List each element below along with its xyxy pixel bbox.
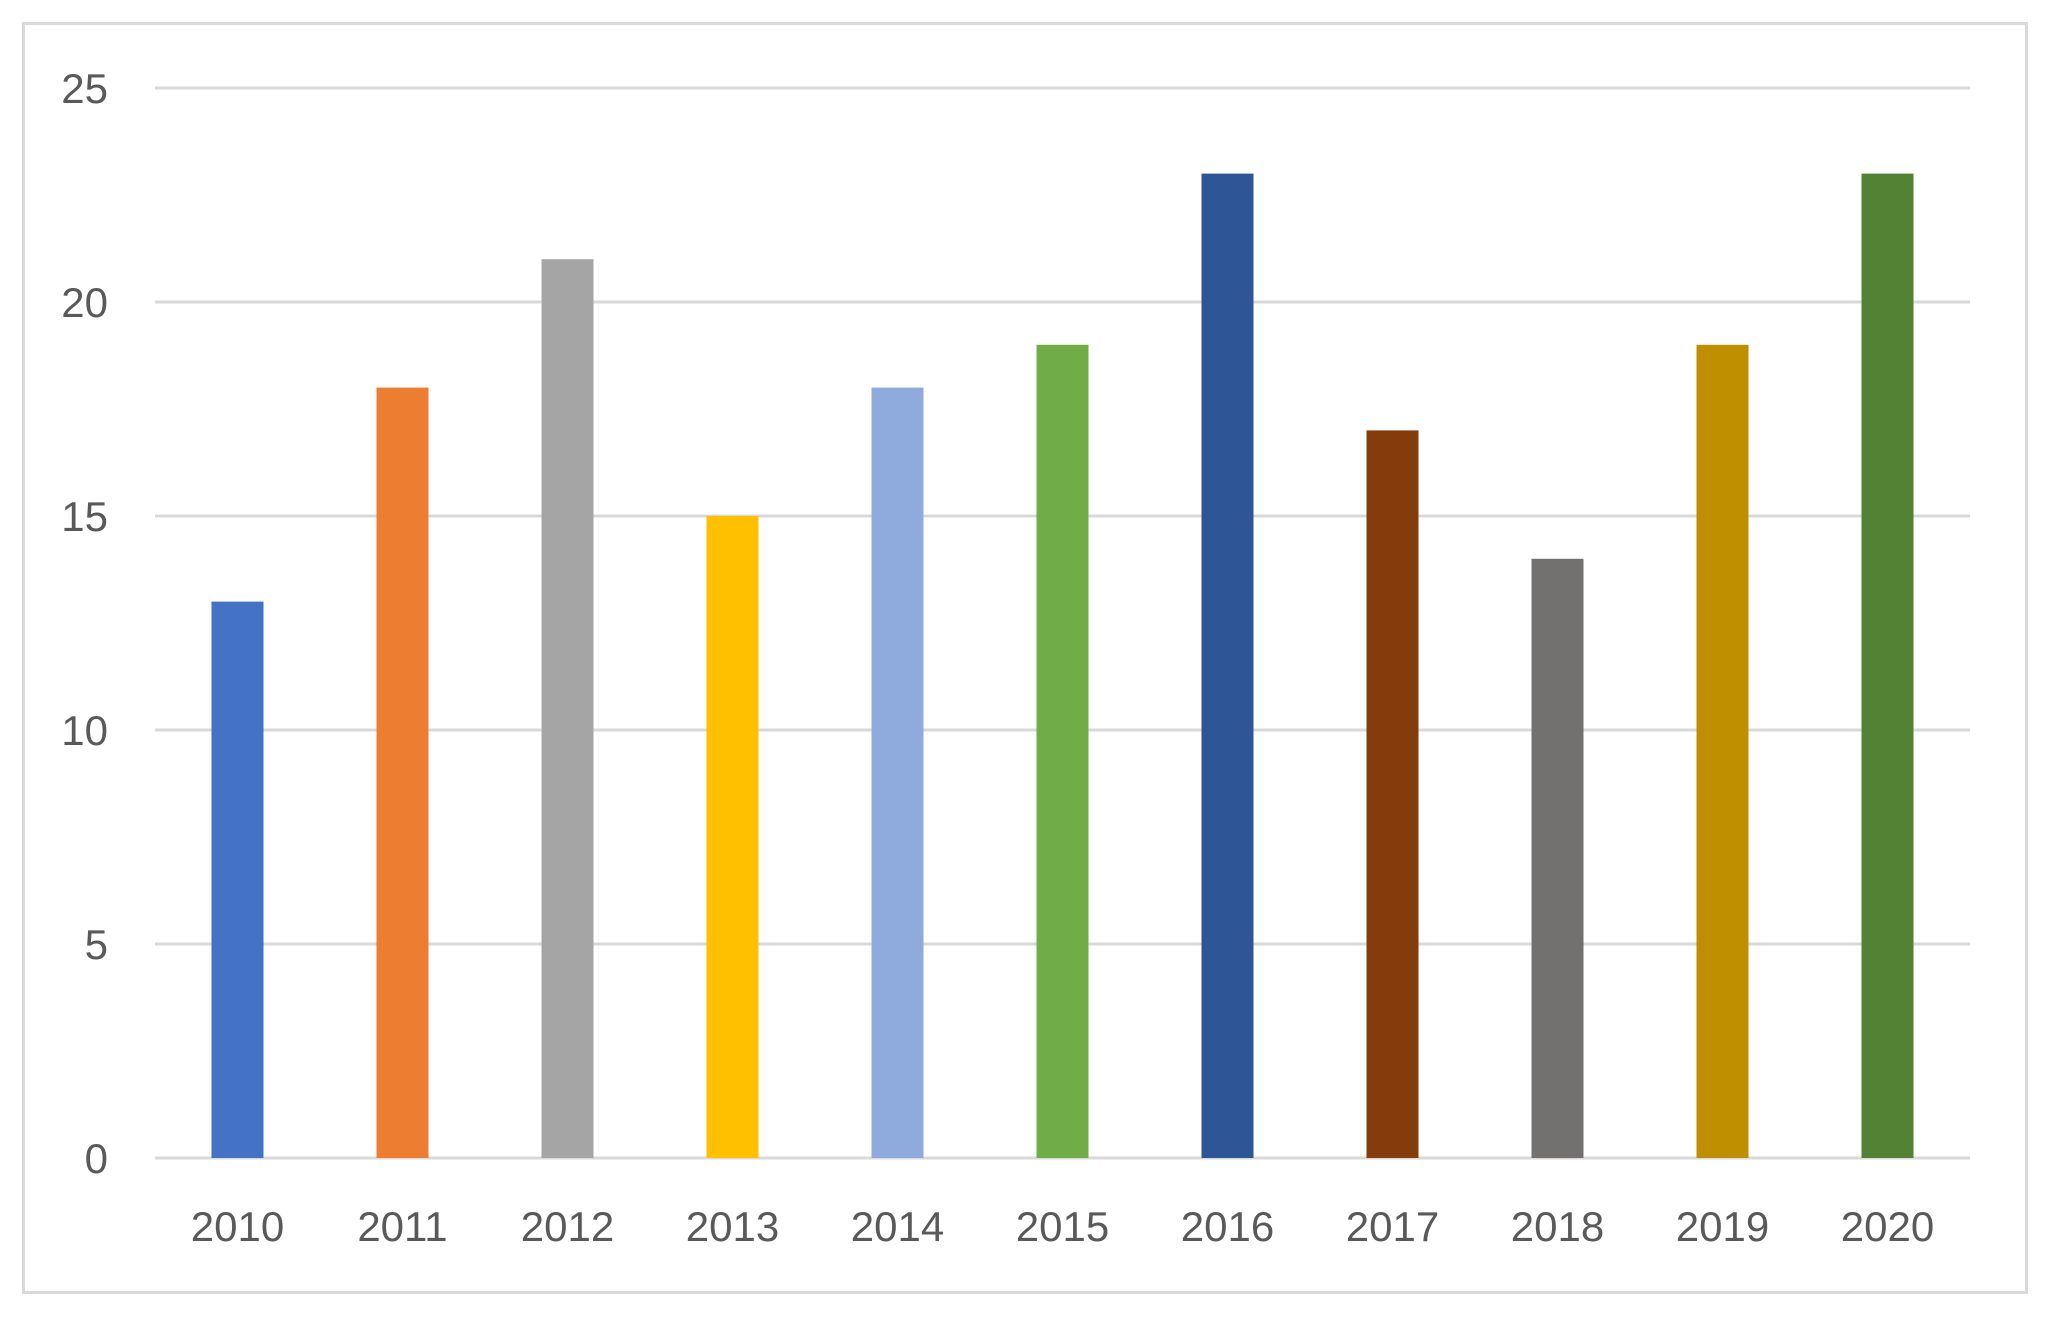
bar-2020 — [1861, 173, 1914, 1159]
y-tick-label-10: 10 — [61, 707, 108, 754]
y-tick-label-0: 0 — [85, 1135, 108, 1182]
y-tick-label-15: 15 — [61, 493, 108, 540]
bar-2011 — [376, 387, 429, 1159]
x-tick-label-2015: 2015 — [1016, 1203, 1109, 1250]
x-tick-label-2010: 2010 — [191, 1203, 284, 1250]
y-tick-label-25: 25 — [61, 65, 108, 112]
bar-2015 — [1036, 344, 1089, 1158]
bar-2016 — [1201, 173, 1254, 1159]
bar-2010 — [211, 601, 264, 1158]
bar-2018 — [1531, 558, 1584, 1158]
chart-frame — [22, 22, 2028, 1294]
bar-2017 — [1366, 430, 1419, 1158]
bar-2012 — [541, 259, 594, 1158]
y-tick-label-20: 20 — [61, 279, 108, 326]
x-tick-label-2014: 2014 — [851, 1203, 944, 1250]
x-tick-label-2013: 2013 — [686, 1203, 779, 1250]
x-tick-label-2020: 2020 — [1841, 1203, 1934, 1250]
x-tick-label-2019: 2019 — [1676, 1203, 1769, 1250]
y-tick-label-5: 5 — [85, 921, 108, 968]
x-tick-label-2018: 2018 — [1511, 1203, 1604, 1250]
gridlines — [155, 86, 1970, 1160]
x-axis-ticks: 2010 2011 2012 2013 2014 2015 2016 2017 2018 2019… — [191, 1203, 1934, 1250]
bars — [211, 173, 1914, 1159]
x-tick-label-2011: 2011 — [357, 1203, 447, 1250]
bar-2019 — [1696, 344, 1749, 1158]
y-axis-ticks: 0 5 10 15 20 25 — [61, 65, 108, 1182]
bar-2014 — [871, 387, 924, 1159]
x-tick-label-2017: 2017 — [1346, 1203, 1439, 1250]
x-tick-label-2012: 2012 — [521, 1203, 614, 1250]
x-tick-label-2016: 2016 — [1181, 1203, 1274, 1250]
bar-2013 — [706, 516, 759, 1158]
